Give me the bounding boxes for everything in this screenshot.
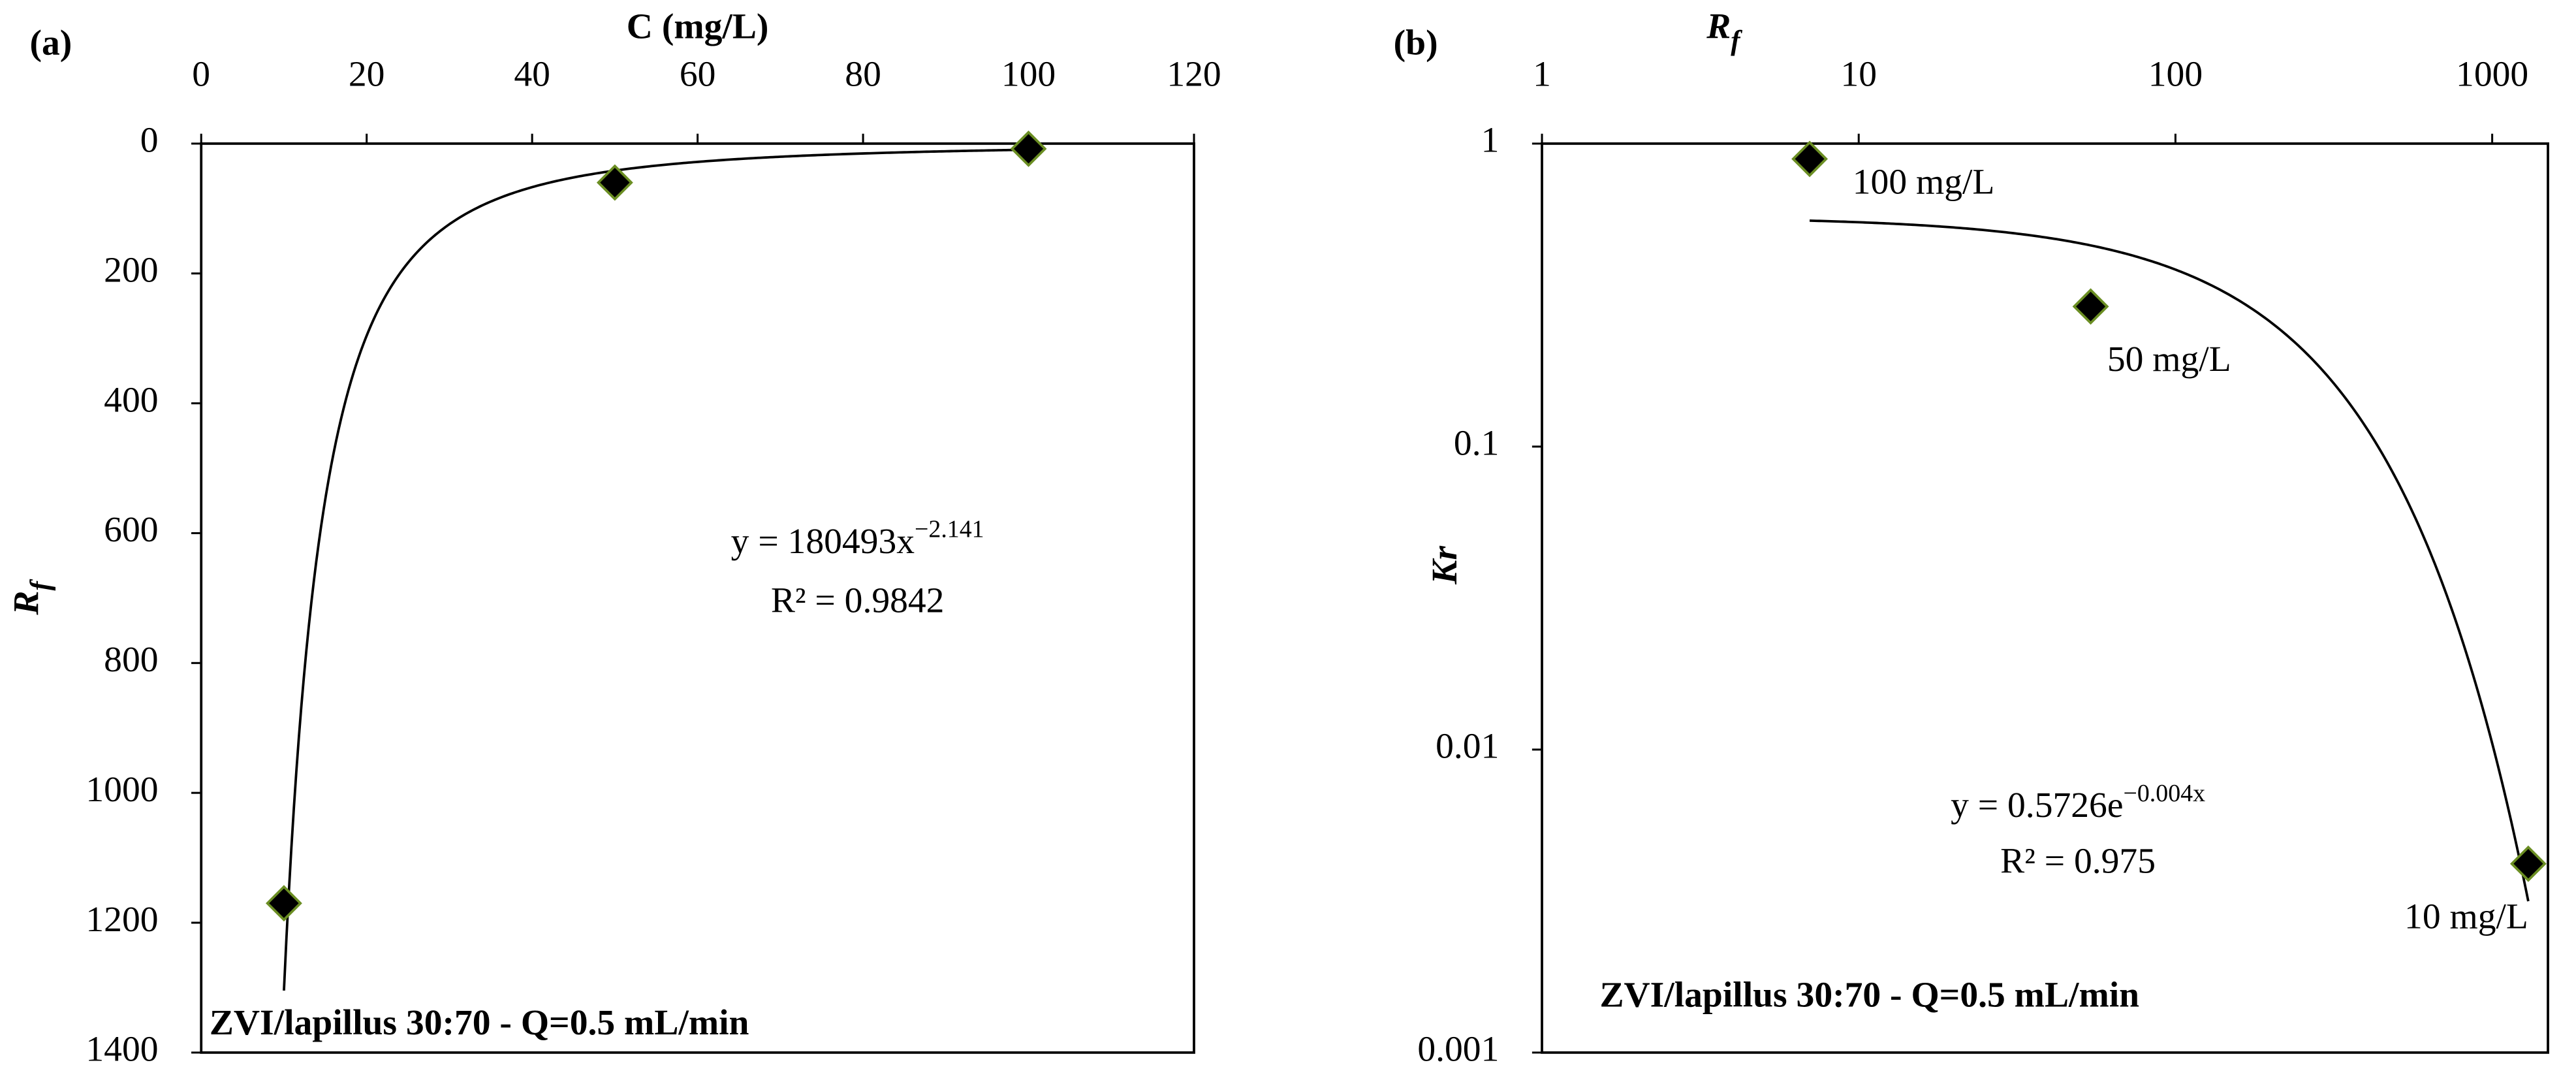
x-tick-label: 1 bbox=[1533, 54, 1551, 95]
data-point bbox=[2509, 845, 2547, 882]
x-axis-title-main: R bbox=[1706, 6, 1731, 46]
y-axis-title-main: Kr bbox=[1424, 545, 1465, 585]
data-point bbox=[1791, 140, 1829, 178]
y-tick-label: 0.01 bbox=[1436, 726, 1499, 767]
y-tick-label: 0 bbox=[140, 120, 159, 161]
trend-equation-exp: −0.004x bbox=[2123, 779, 2205, 806]
x-axis-title-main: C (mg/L) bbox=[627, 6, 769, 46]
y-axis-title-sub: f bbox=[25, 579, 56, 591]
y-tick-label: 1000 bbox=[86, 769, 158, 810]
trend-equation: y = 0.5726e−0.004x bbox=[1951, 779, 2205, 825]
x-tick-label: 20 bbox=[349, 54, 385, 95]
plot-frame bbox=[1541, 142, 2549, 1054]
plot-frame bbox=[200, 142, 1195, 1054]
trend-r2: R² = 0.9842 bbox=[771, 580, 945, 620]
x-axis-title: Rf bbox=[1706, 6, 1742, 56]
y-tick-label: 1 bbox=[1481, 120, 1500, 161]
x-tick-label: 100 bbox=[2148, 54, 2203, 95]
trendline bbox=[1810, 219, 2530, 902]
x-tick-label: 1000 bbox=[2456, 54, 2528, 95]
x-tick-label: 80 bbox=[845, 54, 881, 95]
x-tick-label: 100 bbox=[1001, 54, 1056, 95]
x-tick-label: 40 bbox=[514, 54, 550, 95]
panel-label: (a) bbox=[29, 23, 72, 63]
y-axis-title: Kr bbox=[1424, 545, 1465, 585]
y-axis-title: Rf bbox=[6, 579, 55, 616]
x-tick-label: 10 bbox=[1840, 54, 1877, 95]
trendline bbox=[283, 148, 1029, 991]
data-point bbox=[2072, 288, 2109, 325]
data-point bbox=[265, 885, 302, 922]
footer-note: ZVI/lapillus 30:70 - Q=0.5 mL/min bbox=[1599, 974, 2139, 1015]
y-tick-label: 1200 bbox=[86, 899, 158, 940]
y-tick-label: 1400 bbox=[86, 1029, 158, 1070]
trend-equation: y = 180493x−2.141 bbox=[731, 515, 984, 561]
x-tick-label: 0 bbox=[192, 54, 210, 95]
y-tick-label: 600 bbox=[104, 509, 158, 550]
y-axis-title-main: R bbox=[6, 591, 46, 616]
data-point bbox=[596, 164, 633, 201]
y-tick-label: 0.001 bbox=[1417, 1029, 1499, 1070]
trend-r2: R² = 0.975 bbox=[2000, 841, 2156, 882]
y-tick-label: 800 bbox=[104, 639, 158, 680]
y-tick-label: 400 bbox=[104, 379, 158, 420]
x-tick-label: 120 bbox=[1167, 54, 1221, 95]
point-label: 10 mg/L bbox=[2404, 896, 2528, 936]
trend-equation-main: y = 0.5726e bbox=[1951, 785, 2123, 825]
footer-note: ZVI/lapillus 30:70 - Q=0.5 mL/min bbox=[210, 1002, 749, 1043]
trend-equation-main: y = 180493x bbox=[731, 521, 915, 562]
point-label: 50 mg/L bbox=[2107, 339, 2231, 379]
x-tick-label: 60 bbox=[680, 54, 716, 95]
panel-label: (b) bbox=[1394, 23, 1438, 63]
x-axis-title-sub: f bbox=[1731, 25, 1742, 56]
y-tick-label: 200 bbox=[104, 250, 158, 291]
x-axis-title: C (mg/L) bbox=[627, 6, 769, 46]
y-tick-label: 0.1 bbox=[1454, 423, 1499, 464]
point-label: 100 mg/L bbox=[1853, 162, 1995, 202]
trend-equation-exp: −2.141 bbox=[915, 515, 984, 543]
data-point bbox=[1010, 130, 1047, 167]
